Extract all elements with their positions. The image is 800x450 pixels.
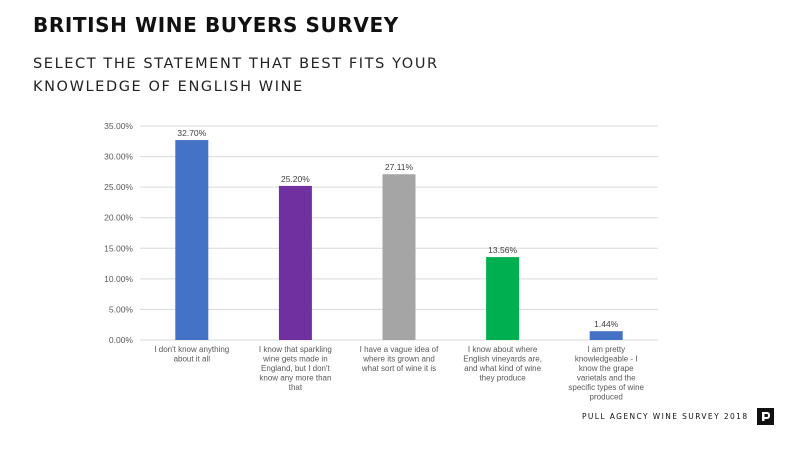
bar	[486, 257, 520, 340]
x-category-label-line: know any more than	[259, 374, 331, 383]
x-category-label-line: and what kind of wine	[464, 364, 541, 373]
x-category-label-line: they produce	[479, 374, 526, 383]
x-category-label: I know about where English vineyards are,…	[463, 345, 542, 383]
x-category-label-line: varietals and the	[577, 374, 636, 383]
x-category-label-line: I don't know anything	[154, 345, 229, 354]
x-category-label-line: knowledgeable - I	[575, 355, 638, 364]
page-title: BRITISH WINE BUYERS SURVEY	[33, 13, 399, 37]
x-category-label-line: I know about where	[468, 345, 538, 354]
x-category-label: I have a vague idea of where its grown an…	[360, 345, 440, 373]
y-tick-label: 10.00%	[104, 274, 133, 284]
y-tick-label: 30.00%	[104, 152, 133, 162]
x-category-label-line: specific types of wine	[568, 383, 644, 392]
y-tick-label: 5.00%	[109, 304, 134, 314]
y-tick-label: 25.00%	[104, 182, 133, 192]
x-category-label-line: produced	[590, 393, 623, 402]
y-tick-label: 20.00%	[104, 213, 133, 223]
x-category-label-line: what sort of wine it is	[361, 364, 436, 373]
x-category-label-line: wine gets made in	[262, 355, 327, 364]
x-category-label-line: I know that sparkling	[259, 345, 332, 354]
data-label: 27.11%	[385, 162, 414, 172]
bar	[382, 174, 416, 340]
data-label: 13.56%	[488, 245, 517, 255]
y-tick-label: 35.00%	[104, 121, 133, 131]
y-tick-label: 0.00%	[109, 335, 134, 345]
data-label: 32.70%	[177, 128, 206, 138]
bar	[589, 331, 623, 340]
x-category-label-line: England, but I don't	[261, 364, 330, 373]
x-category-label: I know that sparkling wine gets made in En…	[259, 345, 332, 392]
x-category-label-line: about it all	[174, 355, 211, 364]
x-category-label-line: that	[289, 383, 303, 392]
x-category-label-line: English vineyards are,	[463, 355, 542, 364]
data-label: 1.44%	[594, 319, 619, 329]
x-category-label: I don't know anything about it all	[154, 345, 229, 364]
x-category-label-line: I have a vague idea of	[360, 345, 440, 354]
page-subtitle: SELECT THE STATEMENT THAT BEST FITS YOUR…	[33, 56, 439, 95]
x-category-label-line: I am pretty	[587, 345, 625, 354]
bar	[175, 140, 209, 340]
y-tick-label: 15.00%	[104, 243, 133, 253]
x-category-label-line: know the grape	[579, 364, 634, 373]
bar	[278, 185, 312, 340]
data-label: 25.20%	[281, 174, 310, 184]
x-category-label-line: where its grown and	[362, 355, 435, 364]
footer-credit: PULL AGENCY WINE SURVEY 2018	[582, 412, 749, 421]
pull-agency-logo-icon	[757, 408, 774, 425]
